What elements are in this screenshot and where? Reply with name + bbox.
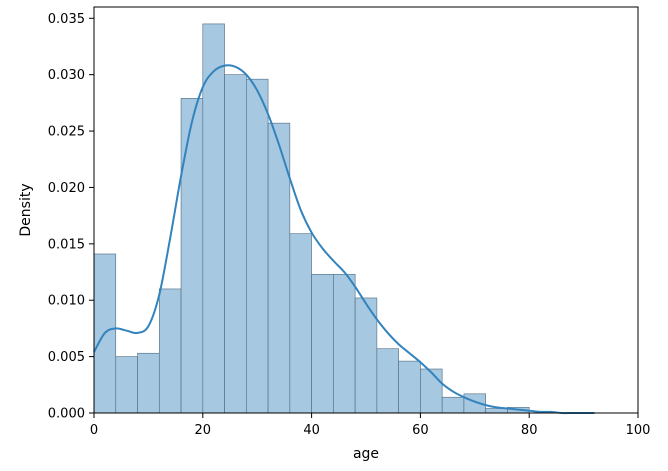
y-tick-label: 0.015 — [48, 237, 85, 252]
y-tick-label: 0.010 — [48, 294, 85, 309]
histogram-bar — [289, 233, 312, 414]
y-axis-ticks: 0.000 0.005 0.010 0.015 0.020 0.025 0.030 0.035 — [48, 12, 94, 422]
x-tick-label: 100 — [626, 423, 651, 438]
x-axis-ticks: 0 20 40 60 80 100 — [90, 413, 651, 438]
plot-frame — [93, 6, 639, 414]
histogram-bar — [180, 98, 204, 414]
y-tick-label: 0.030 — [48, 68, 85, 83]
histogram-bar — [333, 273, 356, 414]
kde-curve-line — [93, 64, 595, 415]
histogram-bars — [93, 23, 530, 414]
histogram-bar — [376, 348, 399, 414]
x-tick-label: 20 — [195, 423, 212, 438]
x-tick-label: 60 — [412, 423, 429, 438]
x-tick-label: 80 — [521, 423, 538, 438]
histogram-bar — [398, 360, 421, 414]
y-tick-label: 0.000 — [48, 407, 85, 422]
x-tick-label: 40 — [303, 423, 320, 438]
histogram-bar — [311, 273, 334, 414]
histogram-bar — [115, 356, 138, 414]
y-tick-label: 0.035 — [48, 12, 85, 27]
histogram-bar — [441, 396, 465, 414]
y-axis-label: Density — [18, 183, 34, 236]
y-tick-label: 0.020 — [48, 181, 85, 196]
histogram-bar — [224, 74, 247, 414]
y-tick-label: 0.025 — [48, 125, 85, 140]
histogram-bar — [137, 352, 160, 414]
x-tick-label: 0 — [90, 423, 98, 438]
histogram-bar — [158, 288, 182, 414]
x-axis-label: age — [353, 446, 379, 462]
y-tick-label: 0.005 — [48, 350, 85, 365]
histogram-bar — [420, 368, 443, 414]
histogram-bar — [246, 78, 269, 414]
